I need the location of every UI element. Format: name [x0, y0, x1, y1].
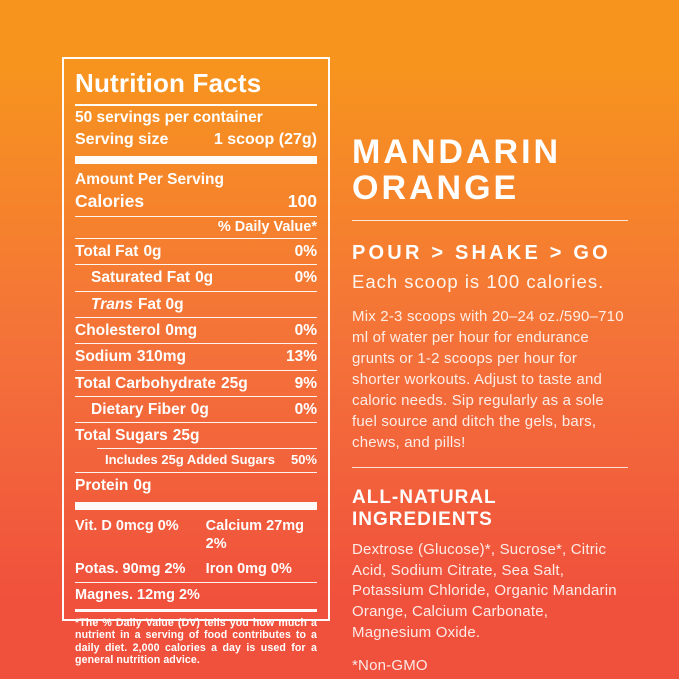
- serving-size-row: Serving size 1 scoop (27g): [75, 129, 317, 152]
- nutrient-row-cholesterol: Cholesterol 0mg 0%: [75, 318, 317, 343]
- nutrient-name: Total Sugars: [75, 427, 168, 445]
- nutrient-row-dietary-fiber: Dietary Fiber 0g 0%: [75, 397, 317, 422]
- flavor-name: MANDARIN ORANGE: [352, 134, 628, 206]
- thick-separator-bar: [75, 155, 317, 164]
- nutrient-row-protein: Protein 0g: [75, 473, 317, 498]
- flavor-name-line1: MANDARIN: [352, 133, 562, 171]
- servings-per-container: 50 servings per container: [75, 108, 263, 126]
- divider: [75, 215, 317, 217]
- nutrient-dv: 0%: [294, 242, 317, 260]
- flavor-name-line2: ORANGE: [352, 169, 520, 208]
- divider: [75, 582, 317, 584]
- nutrient-name: Dietary Fiber: [91, 400, 186, 418]
- micronutrient-row: Magnes. 12mg 2%: [75, 583, 317, 608]
- nutrient-dv: 0%: [294, 269, 317, 287]
- divider: [75, 422, 317, 424]
- calories-value: 100: [287, 190, 317, 211]
- non-gmo-note: *Non-GMO: [352, 656, 428, 674]
- calories-label: Calories: [75, 190, 145, 211]
- nutrient-amount: 0mg: [165, 321, 198, 339]
- micronutrient-row: Vit. D 0mcg 0% Calcium 27mg 2%: [75, 514, 317, 557]
- daily-value-header: % Daily Value*: [217, 218, 317, 235]
- micronutrient-vitamin-d: Vit. D 0mcg 0%: [75, 518, 179, 535]
- nutrient-amount: 0g: [133, 476, 152, 494]
- micronutrient-potassium: Potas. 90mg 2%: [75, 561, 186, 577]
- micronutrient-empty: [206, 587, 317, 604]
- divider: [352, 467, 628, 469]
- nutrient-amount: 0g: [195, 269, 214, 287]
- nutrient-row-total-carbohydrate: Total Carbohydrate 25g 9%: [75, 371, 317, 396]
- nutrition-facts-title: Nutrition Facts: [75, 68, 262, 98]
- nutrient-amount: 25g: [220, 374, 248, 392]
- daily-value-footnote: *The % Daily Value (DV) tells you how mu…: [75, 616, 317, 667]
- nutrient-name: Trans: [91, 295, 133, 313]
- divider: [75, 608, 317, 612]
- micronutrient-calcium: Calcium 27mg 2%: [205, 518, 304, 552]
- thick-separator-bar: [75, 502, 317, 511]
- divider-indented: [97, 448, 317, 450]
- nutrient-row-saturated-fat: Saturated Fat 0g 0%: [75, 265, 317, 290]
- nutrient-row-sodium: Sodium 310mg 13%: [75, 344, 317, 369]
- divider: [75, 264, 317, 266]
- nutrient-name: Total Carbohydrate: [75, 374, 216, 392]
- micronutrient-magnesium: Magnes. 12mg 2%: [75, 587, 200, 604]
- nutrient-row-trans-fat: Trans Fat 0g: [75, 292, 317, 317]
- nutrient-name: Protein: [75, 476, 129, 494]
- pour-shake-go-tagline: POUR > SHAKE > GO: [352, 242, 611, 265]
- nutrient-amount: 0g: [143, 242, 162, 260]
- divider: [75, 395, 317, 397]
- calories-per-scoop-note: Each scoop is 100 calories.: [352, 271, 605, 293]
- nutrient-amount: 0g: [190, 400, 209, 418]
- nutrient-name: Sodium: [75, 348, 132, 366]
- usage-directions: Mix 2-3 scoops with 20–24 oz./590–710 ml…: [352, 308, 624, 452]
- nutrient-name: Cholesterol: [75, 321, 161, 339]
- divider: [75, 343, 317, 345]
- nutrient-name: Total Fat: [75, 242, 139, 260]
- nutrient-row-total-sugars: Total Sugars 25g: [75, 423, 317, 448]
- micronutrient-iron: Iron 0mg 0%: [205, 561, 292, 577]
- nutrition-facts-panel: Nutrition Facts 50 servings per containe…: [62, 57, 330, 666]
- nutrient-amount: 310mg: [136, 348, 186, 366]
- nutrient-dv: 9%: [294, 374, 317, 392]
- nutrient-dv: 13%: [285, 348, 317, 366]
- divider: [75, 369, 317, 371]
- divider: [75, 471, 317, 473]
- divider: [75, 103, 317, 106]
- serving-size-value: 1 scoop (27g): [213, 130, 317, 148]
- flavor-info-panel: MANDARIN ORANGE POUR > SHAKE > GO Each s…: [352, 134, 628, 676]
- nutrient-row-added-sugars: Includes 25g Added Sugars 50%: [75, 449, 317, 471]
- nutrient-name: Includes 25g Added Sugars: [105, 452, 276, 468]
- amount-per-serving-label: Amount Per Serving: [75, 170, 224, 188]
- nutrient-amount: 25g: [172, 427, 200, 445]
- micronutrients-table: Vit. D 0mcg 0% Calcium 27mg 2% Potas. 90…: [75, 514, 317, 609]
- nutrient-dv: 0%: [294, 400, 317, 418]
- nutrient-dv: 0%: [294, 321, 317, 339]
- nutrient-dv: 50%: [290, 452, 317, 468]
- nutrient-row-total-fat: Total Fat 0g 0%: [75, 239, 317, 264]
- calories-row: Calories 100: [75, 189, 317, 216]
- divider: [75, 316, 317, 318]
- serving-size-label: Serving size: [75, 130, 169, 148]
- ingredients-list: Dextrose (Glucose)*, Sucrose*, Citric Ac…: [352, 541, 617, 641]
- micronutrient-row: Potas. 90mg 2% Iron 0mg 0%: [75, 557, 317, 582]
- divider: [75, 290, 317, 292]
- nutrient-name: Saturated Fat: [91, 269, 191, 287]
- divider: [352, 220, 628, 222]
- divider: [75, 237, 317, 239]
- ingredients-heading: ALL-NATURAL INGREDIENTS: [352, 487, 497, 531]
- nutrient-amount: Fat 0g: [137, 295, 184, 313]
